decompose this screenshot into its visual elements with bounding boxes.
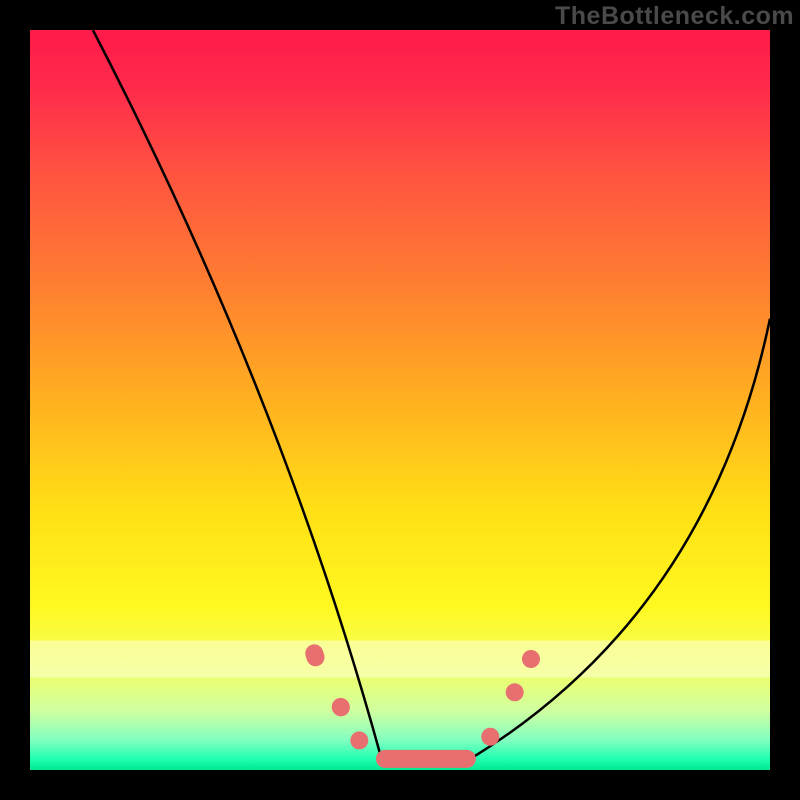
marker-pill [376,750,476,768]
marker-dot [481,728,499,746]
marker-dot [522,650,540,668]
bottleneck-chart [0,0,800,800]
watermark-text: TheBottleneck.com [555,2,794,31]
marker-dot [350,731,368,749]
marker-dot [506,683,524,701]
pale-highlight-band [30,641,770,678]
